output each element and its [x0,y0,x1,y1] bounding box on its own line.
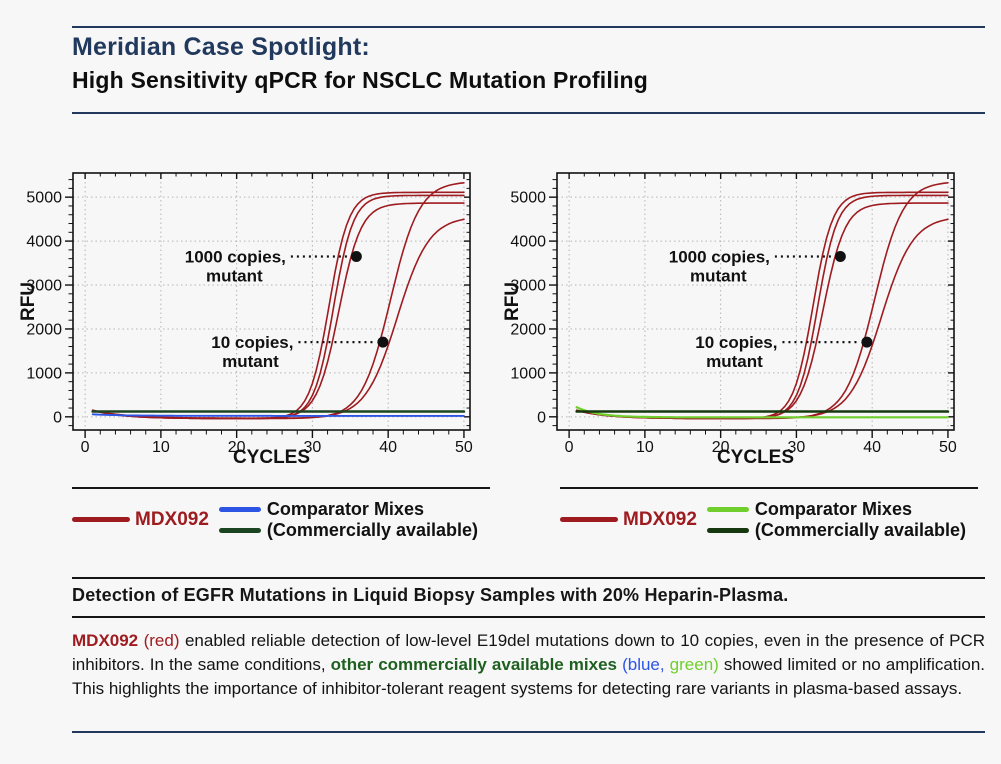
legend-comparator-line2: (Commercially available) [706,520,967,540]
svg-text:40: 40 [379,439,397,456]
svg-text:1000: 1000 [510,365,546,382]
legend-label-mdx092: MDX092 [623,508,697,530]
comparator-darkgreen-swatch [706,527,749,533]
mdx092-line-swatch [72,517,130,522]
svg-text:40: 40 [863,439,881,456]
legend-right: MDX092 Comparator Mixes (Commercially av… [560,500,966,539]
legend-label-comparator-2: (Commercially available) [266,520,479,540]
svg-text:30: 30 [788,439,806,456]
comparator-blue-swatch [218,506,261,512]
legend-item-comparator: Comparator Mixes (Commercially available… [706,499,967,540]
svg-text:20: 20 [228,439,246,456]
chart-canvas: 0 10 20 30 40 50 0 1000 2000 3000 4000 5000 1000 cop… [18,172,473,468]
svg-text:0: 0 [537,409,546,426]
svg-text:4000: 4000 [26,234,62,251]
comparator-lime-swatch [706,506,749,512]
svg-text:mutant: mutant [206,266,263,285]
svg-text:50: 50 [455,439,473,456]
footer-rule [72,731,985,733]
legend-item-mdx092: MDX092 [560,509,697,531]
summary-paragraph: MDX092 (red) enabled reliable detection … [72,629,985,701]
svg-text:CYCLES: CYCLES [233,447,310,468]
paragraph-segment: green) [669,655,719,674]
svg-text:2000: 2000 [510,321,546,338]
comparator-darkgreen-swatch [218,527,261,533]
caption-bottom-rule [72,616,985,618]
svg-text:5000: 5000 [26,190,62,207]
page-subtitle: High Sensitivity qPCR for NSCLC Mutation… [72,67,649,93]
svg-text:mutant: mutant [706,352,763,371]
legend-comparator-line1: Comparator Mixes [706,499,966,519]
svg-text:RFU: RFU [18,282,39,321]
svg-text:1000: 1000 [26,365,62,382]
svg-text:1000 copies,: 1000 copies, [185,247,286,266]
svg-text:3000: 3000 [26,278,62,295]
caption-top-rule [72,577,985,579]
legend-comparator-line1: Comparator Mixes [218,499,478,519]
figure-caption: Detection of EGFR Mutations in Liquid Bi… [72,585,789,605]
legend-rule-right [560,487,978,489]
svg-text:mutant: mutant [222,352,279,371]
mdx092-line-swatch [560,517,618,522]
svg-text:50: 50 [939,439,957,456]
svg-text:mutant: mutant [690,266,747,285]
legend-label-comparator-1: Comparator Mixes [266,499,424,519]
paragraph-segment: (red) [138,631,180,650]
paragraph-segment: enabled reliable detection of low-level … [72,631,985,674]
svg-text:2000: 2000 [26,321,62,338]
svg-text:1000 copies,: 1000 copies, [669,247,770,266]
legend-rule-left [72,487,490,489]
svg-text:CYCLES: CYCLES [717,447,794,468]
legend-comparator-line2: (Commercially available) [218,520,479,540]
paragraph-segment: other commercially available mixes [330,655,618,674]
paragraph-segment: showed limited or no amplification. This… [72,655,986,698]
paragraph-segment: (blue, [622,655,665,674]
svg-text:20: 20 [712,439,730,456]
chart-canvas: 0 10 20 30 40 50 0 1000 2000 3000 4000 5000 1000 cop… [502,172,957,468]
svg-text:0: 0 [53,409,62,426]
svg-text:4000: 4000 [510,234,546,251]
svg-text:0: 0 [81,439,90,456]
legend-item-mdx092: MDX092 [72,509,209,531]
svg-text:10 copies,: 10 copies, [695,333,777,352]
header-top-rule [72,26,985,28]
qpcr-chart-right: 0 10 20 30 40 50 0 1000 2000 3000 4000 5000 1000 cop… [498,158,980,472]
svg-text:5000: 5000 [510,190,546,207]
legend-left: MDX092 Comparator Mixes (Commercially av… [72,500,478,539]
svg-text:10 copies,: 10 copies, [211,333,293,352]
legend-label-mdx092: MDX092 [135,508,209,530]
svg-text:RFU: RFU [502,282,523,321]
qpcr-chart-left: 0 10 20 30 40 50 0 1000 2000 3000 4000 5000 1000 cop… [14,158,496,472]
svg-text:0: 0 [565,439,574,456]
legend-item-comparator: Comparator Mixes (Commercially available… [218,499,479,540]
page-title: Meridian Case Spotlight: [72,33,370,61]
legend-label-comparator-1: Comparator Mixes [754,499,912,519]
svg-text:10: 10 [152,439,170,456]
paragraph-segment: MDX092 [72,631,139,650]
svg-text:30: 30 [304,439,322,456]
svg-text:3000: 3000 [510,278,546,295]
legend-label-comparator-2: (Commercially available) [754,520,967,540]
svg-text:10: 10 [636,439,654,456]
header-bottom-rule [72,112,985,114]
